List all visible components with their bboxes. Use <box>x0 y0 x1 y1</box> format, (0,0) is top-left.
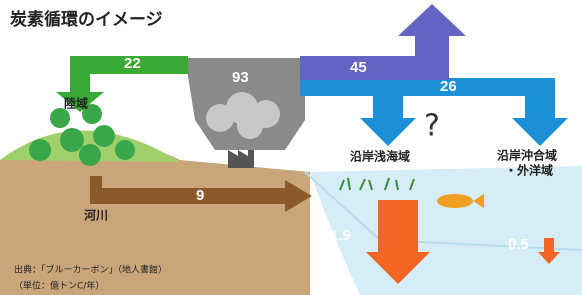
flow-value: 1.9 <box>330 227 351 244</box>
region-label: 河川 <box>83 208 108 223</box>
flow-value: 45 <box>350 59 367 76</box>
flow-value: 0.5 <box>508 236 529 253</box>
flow-value: 93 <box>232 69 249 86</box>
region-label: 陸域 <box>64 96 88 111</box>
region-label: 沿岸浅海域 <box>349 149 410 164</box>
question-mark: ? <box>424 109 440 144</box>
region-label: 沿岸沖合域 <box>496 148 557 163</box>
flow-value: 9 <box>196 187 204 204</box>
diagram: 炭素循環のイメージ 22 93 45 26 9 1.9 0.5 陸域 河川 沿岸… <box>0 0 582 295</box>
title: 炭素循環のイメージ <box>10 9 163 30</box>
flow-value: 26 <box>440 78 457 95</box>
source: 出典：「ブルーカーボン」（地人書館） <box>14 264 167 276</box>
fish <box>437 194 473 208</box>
flow-value: 22 <box>124 55 141 72</box>
region-label: ・外洋域 <box>505 163 553 178</box>
unit: （単位：億トンC/年） <box>14 280 104 292</box>
